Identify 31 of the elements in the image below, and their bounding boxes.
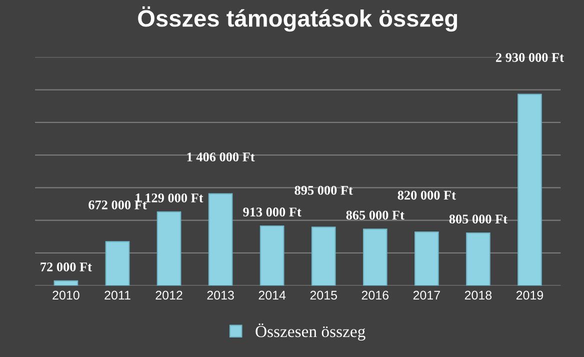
chart-title: Összes támogatások összeg xyxy=(138,6,458,32)
x-tick-label: 2012 xyxy=(156,290,182,300)
data-label: 805 000 Ft xyxy=(449,214,508,224)
x-tick-label: 2011 xyxy=(104,290,130,300)
data-label: 820 000 Ft xyxy=(398,190,456,200)
data-label: 1 406 000 Ft xyxy=(187,152,255,162)
x-tick-label: 2015 xyxy=(310,290,337,300)
bar xyxy=(260,225,284,286)
bar xyxy=(414,232,439,286)
x-tick-label: 2017 xyxy=(413,290,440,300)
bar xyxy=(362,228,388,286)
bar xyxy=(311,226,336,286)
data-label: 865 000 Ft xyxy=(346,210,404,220)
x-tick-label: 2010 xyxy=(52,290,80,300)
x-tick-label: 2016 xyxy=(362,290,388,300)
x-tick-label: 2019 xyxy=(516,290,544,300)
bar xyxy=(466,232,490,286)
bar xyxy=(518,94,542,286)
x-tick-label: 2013 xyxy=(207,290,234,300)
bar xyxy=(208,193,233,286)
data-label: 2 930 000 Ft xyxy=(496,53,564,62)
data-label: 672 000 Ft xyxy=(88,200,147,210)
legend-label: Összesen összeg xyxy=(256,323,366,341)
data-label: 895 000 Ft xyxy=(294,186,353,195)
bar xyxy=(156,211,182,286)
bar xyxy=(54,280,78,286)
bar xyxy=(105,241,130,286)
data-label: 72 000 Ft xyxy=(40,262,92,272)
x-tick-label: 2014 xyxy=(258,290,286,300)
x-tick-label: 2018 xyxy=(464,290,492,300)
data-label: 913 000 Ft xyxy=(243,208,302,216)
